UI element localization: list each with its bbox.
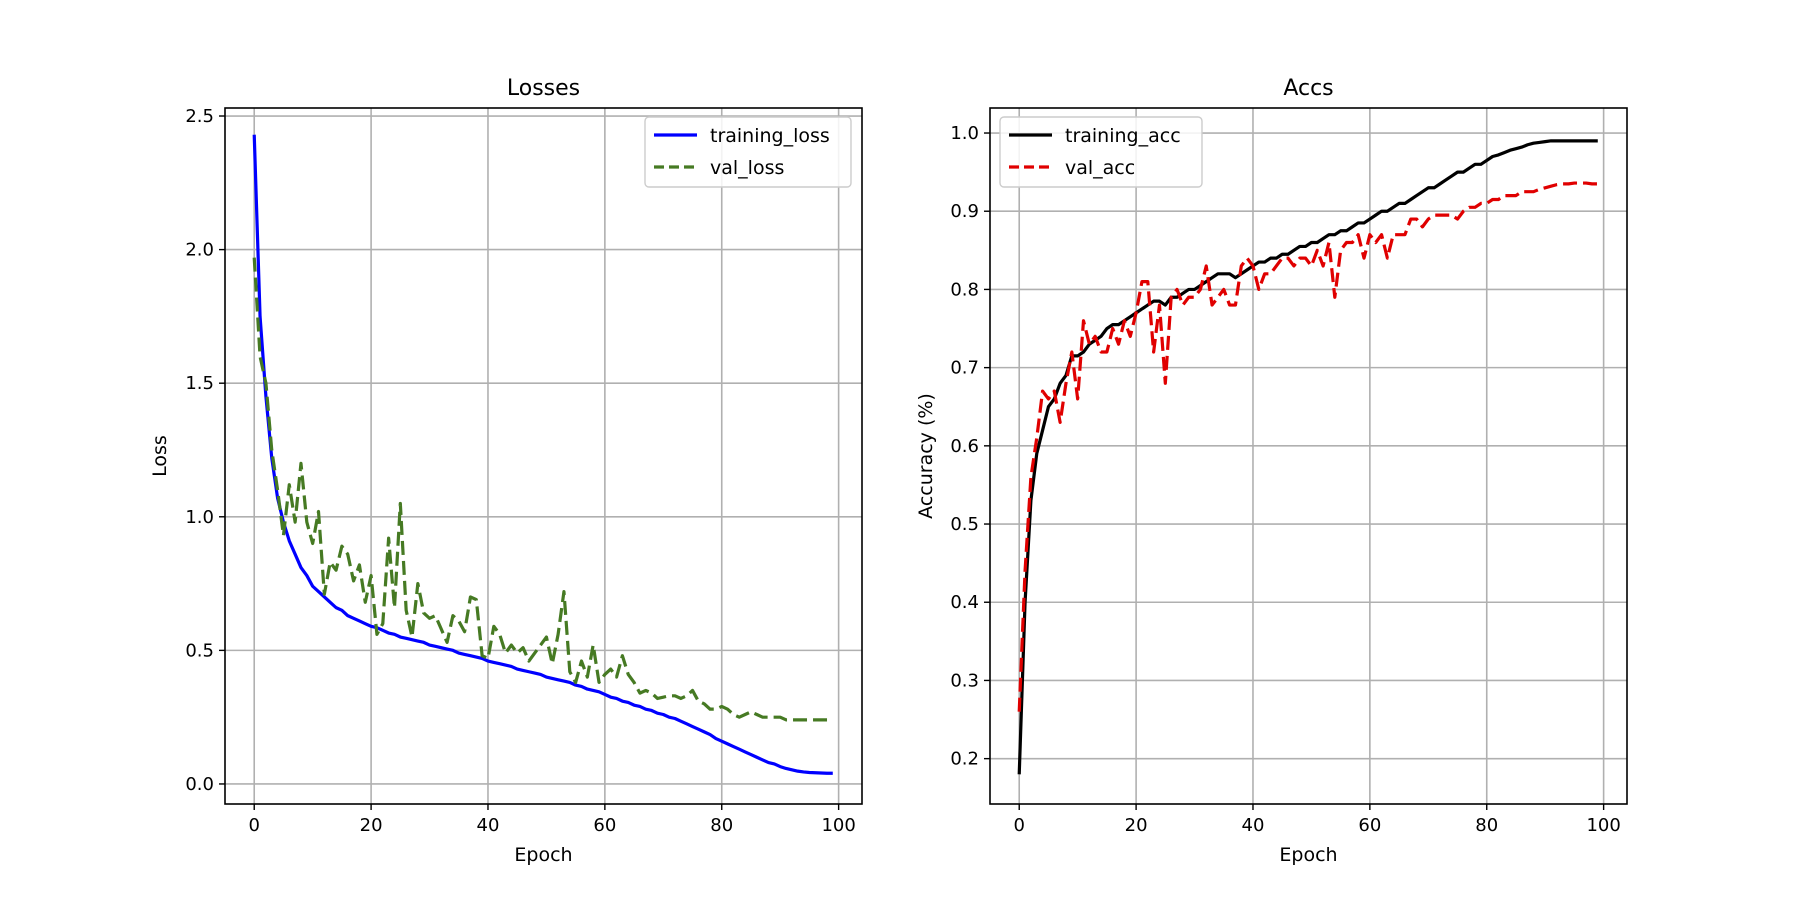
y-tick-label: 0.2: [950, 749, 979, 770]
losses-chart: 0 20 40 60 80 100 0.0 0.5 1.0 1.5 2.0 2.5 Losses Epoc…: [149, 76, 863, 866]
legend-label-training-loss: training_loss: [710, 125, 830, 147]
x-tick-label: 80: [710, 815, 733, 836]
x-axis-label: Epoch: [514, 844, 572, 866]
x-tick-label: 80: [1475, 815, 1498, 836]
axes-frame: [989, 107, 1628, 805]
y-tick-label: 0.4: [950, 592, 979, 613]
y-tick-label: 1.5: [185, 373, 214, 394]
legend: training_loss val_loss: [644, 116, 852, 188]
y-tick-label: 0.3: [950, 670, 979, 691]
x-tick-label: 20: [1125, 815, 1148, 836]
x-axis-label: Epoch: [1279, 844, 1337, 866]
series-line-val-acc: [1017, 181, 1598, 712]
x-tick-label: 60: [1358, 815, 1381, 836]
y-tick-label: 0.5: [950, 514, 979, 535]
x-tick-label: 60: [593, 815, 616, 836]
y-axis-label: Accuracy (%): [915, 393, 937, 519]
x-tick-label: 100: [821, 815, 855, 836]
y-tick-label: 0.0: [185, 774, 214, 795]
legend-label-val-loss: val_loss: [710, 157, 784, 179]
x-tick-label: 20: [360, 815, 383, 836]
y-tick-label: 1.0: [950, 123, 979, 144]
chart-title: Losses: [507, 76, 580, 101]
x-tick-label: 0: [248, 815, 259, 836]
x-tick-label: 40: [1242, 815, 1265, 836]
accs-chart: 0 20 40 60 80 100 0.2 0.3 0.4 0.5 0.6 0.7 0.8 0.9 1.0 A…: [915, 76, 1628, 866]
x-tick-label: 40: [477, 815, 500, 836]
y-tick-label: 0.9: [950, 201, 979, 222]
y-tick-label: 0.6: [950, 436, 979, 457]
y-tick-label: 2.0: [185, 240, 214, 261]
legend-label-val-acc: val_acc: [1065, 157, 1135, 179]
y-axis-label: Loss: [149, 435, 171, 477]
x-tick-label: 0: [1013, 815, 1024, 836]
legend-label-training-acc: training_acc: [1065, 125, 1181, 147]
y-tick-label: 2.5: [185, 106, 214, 127]
y-tick-label: 1.0: [185, 507, 214, 528]
series-line-training-loss: [252, 134, 833, 775]
legend: training_acc val_acc: [999, 116, 1203, 188]
y-tick-label: 0.5: [185, 640, 214, 661]
axes-frame: [224, 107, 863, 805]
y-tick-label: 0.7: [950, 358, 979, 379]
chart-title: Accs: [1283, 76, 1333, 101]
series-line-val-loss: [252, 257, 833, 722]
y-tick-label: 0.8: [950, 279, 979, 300]
x-tick-label: 100: [1586, 815, 1620, 836]
series-line-training-acc: [1017, 139, 1598, 775]
